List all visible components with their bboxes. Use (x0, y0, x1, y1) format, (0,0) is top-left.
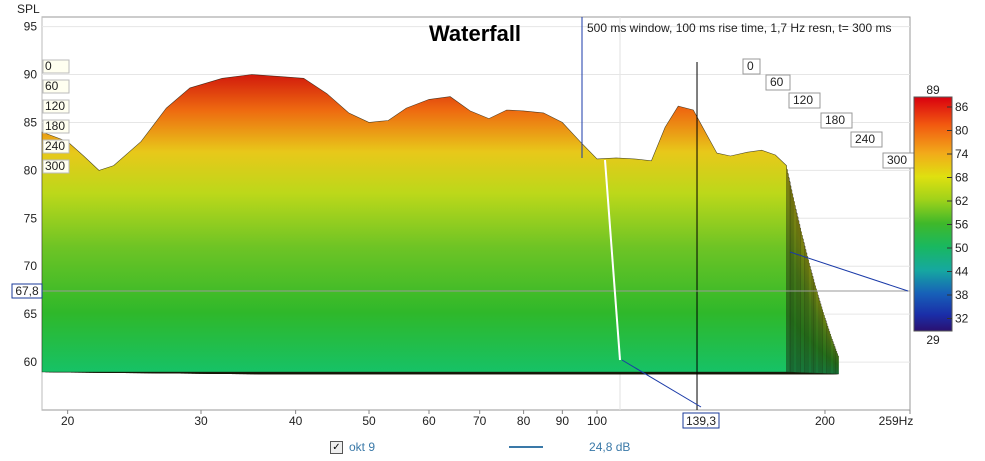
time-label-box (42, 119, 70, 134)
time-label-box (850, 131, 883, 148)
time-label: 240 (45, 139, 65, 153)
y-tick-label: 65 (24, 307, 38, 321)
x-tick-label: 40 (289, 414, 303, 428)
cursor-depth-line (789, 251, 909, 292)
time-label: 120 (45, 99, 65, 113)
x-tick-label: 259Hz (879, 414, 914, 428)
y-tick-label: 90 (24, 68, 38, 82)
colorbar-tick-label: 68 (955, 171, 969, 185)
y-tick-labels: 60 65 70 75 80 85 90 95 (24, 20, 38, 369)
time-slice (41, 74, 787, 373)
colorbar-tick-label: 44 (955, 265, 969, 279)
x-tick-label: 100 (587, 414, 607, 428)
time-label: 60 (770, 75, 784, 89)
time-label: 240 (855, 132, 875, 146)
time-label: 0 (45, 59, 52, 73)
overlay (42, 17, 910, 410)
y-tick-label: 75 (24, 211, 38, 225)
time-label-box (788, 92, 821, 109)
time-label: 60 (45, 79, 59, 93)
time-label-box (42, 99, 70, 114)
y-tick-label: 95 (24, 20, 38, 34)
cursor-readouts[interactable]: 67,8 139,3 (11, 283, 720, 429)
series-value: 24,8 dB (589, 440, 631, 454)
cursor-depth-line (621, 359, 702, 408)
y-tick-label: 70 (24, 259, 38, 273)
x-tick-label: 60 (422, 414, 436, 428)
colorbar-tick-label: 74 (955, 147, 969, 161)
y-tick-label: 60 (24, 355, 38, 369)
time-label-box (42, 59, 70, 74)
x-tick-label: 50 (362, 414, 376, 428)
time-label: 300 (45, 159, 65, 173)
colorbar-tick-label: 56 (955, 218, 969, 232)
colorbar-tick-label: 38 (955, 288, 969, 302)
y-tick-label: 85 (24, 115, 38, 129)
colorbar-tick-label: 32 (955, 312, 969, 326)
series-legend: ✓ okt 9 24,8 dB (330, 439, 630, 455)
time-label-box (42, 159, 70, 174)
color-scale: 89 29 86 80 74 68 62 56 50 44 38 32 (913, 83, 969, 347)
cursor-freq-readout: 139,3 (686, 414, 716, 428)
colorbar-min-label: 29 (926, 333, 940, 347)
x-tick-label: 80 (517, 414, 531, 428)
series-name: okt 9 (349, 440, 376, 454)
x-tick-label: 30 (194, 414, 208, 428)
time-label-box (42, 79, 70, 94)
series-line-swatch (509, 446, 544, 448)
colorbar-tick-label: 80 (955, 124, 969, 138)
time-label: 180 (825, 113, 845, 127)
time-label: 300 (887, 153, 907, 167)
cursor-spl-readout: 67,8 (15, 284, 39, 298)
time-labels-left: 0 60 120 180 240 300 (42, 59, 70, 174)
time-label: 180 (45, 119, 65, 133)
colorbar-max-label: 89 (926, 83, 940, 97)
x-tick-label: 90 (556, 414, 570, 428)
y-tick-label: 80 (24, 163, 38, 177)
colorbar-tick-label: 86 (955, 100, 969, 114)
chart-title: Waterfall (429, 21, 521, 46)
time-label: 120 (793, 93, 813, 107)
colorbar-tick-label: 50 (955, 241, 969, 255)
chart-subtitle: 500 ms window, 100 ms rise time, 1,7 Hz … (587, 21, 891, 35)
y-axis-label: SPL (17, 2, 40, 16)
cursor-slice-trace (604, 159, 621, 361)
x-tick-label: 200 (815, 414, 835, 428)
x-tick-labels: 20 30 40 50 60 70 80 90 100 200 259Hz (61, 410, 913, 428)
x-tick-label: 20 (61, 414, 75, 428)
time-label-box (820, 112, 853, 129)
time-label: 0 (747, 59, 754, 73)
time-label-box (742, 58, 761, 75)
colorbar-ticks: 86 80 74 68 62 56 50 44 38 32 (947, 100, 969, 326)
series-checkbox[interactable]: ✓ (330, 440, 343, 454)
x-tick-label: 70 (473, 414, 487, 428)
time-label-box (42, 139, 70, 154)
time-label-box (765, 74, 791, 91)
waterfall-surface (41, 74, 839, 375)
colorbar-tick-label: 62 (955, 194, 969, 208)
time-labels-right: 0 60 120 180 240 300 (742, 58, 915, 169)
